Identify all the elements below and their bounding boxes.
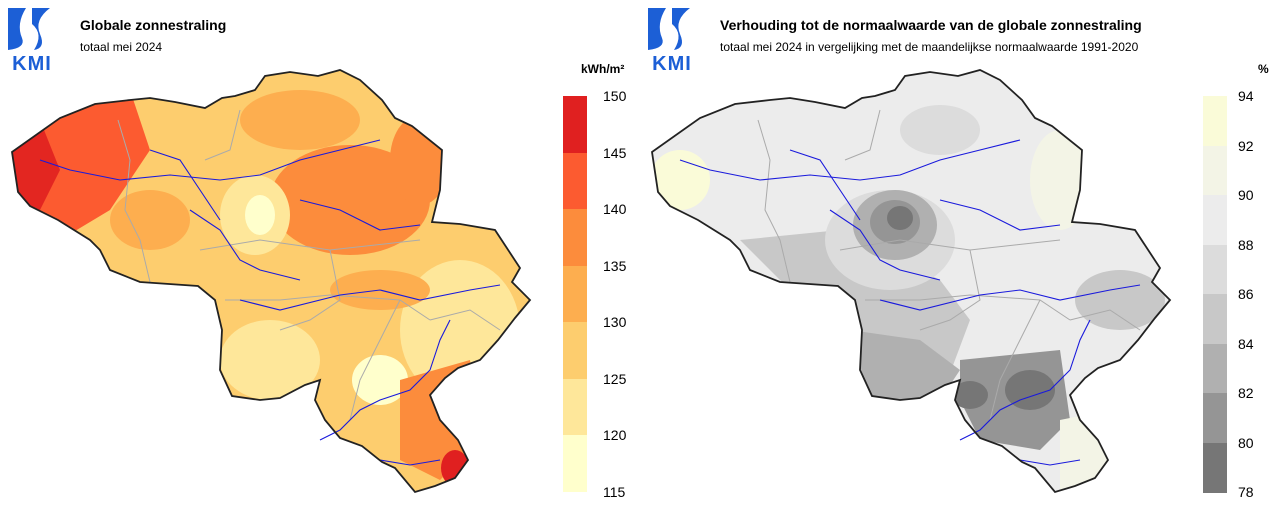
map-title: Verhouding tot de normaalwaarde van de g…	[720, 17, 1142, 33]
legend-tick-label: 140	[603, 201, 627, 218]
legend-tick-label: 150	[603, 88, 627, 104]
legend-swatch	[563, 152, 587, 210]
ratio-panel: KMI Verhouding tot de normaalwaarde van …	[640, 0, 1280, 507]
legend-swatch	[563, 265, 587, 323]
legend-tick-label: 120	[603, 427, 627, 444]
legend-tick-label: 130	[603, 314, 627, 331]
legend-tick-label: 82	[1238, 385, 1254, 401]
rivers	[679, 139, 1141, 466]
kmi-logo: KMI	[6, 4, 58, 75]
legend-tick-label: 115	[603, 484, 626, 500]
color-legend	[563, 96, 587, 493]
legend-swatch	[563, 322, 587, 380]
legend-swatch	[563, 96, 587, 154]
legend-swatch	[1203, 96, 1227, 146]
legend-tick-label: 90	[1238, 187, 1254, 203]
legend-unit: kWh/m²	[581, 62, 625, 76]
legend-tick-label: 125	[603, 370, 627, 387]
legend-swatch	[1203, 442, 1227, 493]
kmi-logo-text: KMI	[652, 53, 692, 75]
legend-swatch	[563, 435, 587, 493]
legend-tick-label: 145	[603, 144, 627, 161]
legend-swatch	[1203, 244, 1227, 295]
legend-tick-label: 86	[1238, 286, 1254, 302]
legend-swatch	[1203, 195, 1227, 245]
legend-swatch	[1203, 145, 1227, 196]
legend-tick-label: 94	[1238, 88, 1254, 104]
rivers	[39, 139, 501, 466]
radiation-map	[11, 69, 532, 494]
ratio-map	[651, 69, 1172, 494]
legend-swatch	[1203, 294, 1227, 344]
legend-unit: %	[1258, 62, 1269, 76]
legend-tick-label: 84	[1238, 335, 1254, 352]
legend-tick-label: 88	[1238, 236, 1254, 253]
legend-swatch	[563, 378, 587, 436]
legend-tick-label: 135	[603, 257, 627, 274]
map-subtitle: totaal mei 2024 in vergelijking met de m…	[720, 40, 1139, 54]
map-subtitle: totaal mei 2024	[80, 40, 163, 54]
legend-swatch	[563, 209, 587, 267]
country-border	[651, 69, 1172, 494]
kmi-logo: KMI	[646, 4, 698, 75]
legend-tick-label: 92	[1238, 137, 1254, 154]
country-border	[11, 69, 532, 494]
legend-tick-label: 80	[1238, 434, 1254, 451]
radiation-panel: KMI Globale zonnestraling totaal mei 202…	[6, 4, 627, 500]
legend-tick-label: 78	[1238, 484, 1254, 500]
map-title: Globale zonnestraling	[80, 17, 227, 33]
kmi-logo-text: KMI	[12, 53, 52, 75]
kmi-logo-icon	[8, 8, 50, 50]
color-legend	[1203, 96, 1227, 493]
legend-swatch	[1203, 343, 1227, 394]
province-borders	[117, 109, 501, 421]
kmi-logo-icon	[648, 8, 690, 50]
legend-swatch	[1203, 393, 1227, 443]
